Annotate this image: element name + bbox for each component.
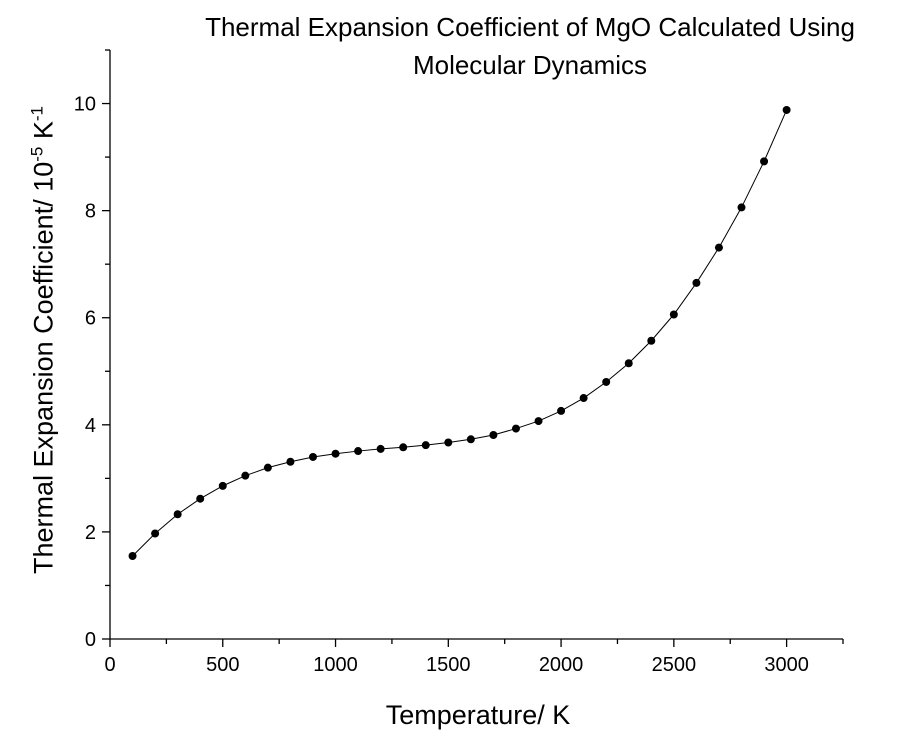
- data-point: [308, 452, 317, 461]
- series-line: [132, 109, 788, 557]
- x-tick-label: 1000: [313, 654, 358, 676]
- axes: [109, 50, 843, 640]
- data-point: [241, 471, 250, 480]
- data-point: [331, 449, 340, 458]
- x-axis-label: Temperature/ K: [385, 700, 571, 730]
- data-point: [128, 552, 137, 561]
- data-point: [354, 447, 363, 456]
- y-tick-label: 0: [85, 629, 96, 651]
- data-point: [579, 394, 588, 403]
- y-tick-label: 4: [85, 415, 96, 437]
- data-point: [669, 310, 678, 319]
- data-point: [782, 105, 791, 114]
- y-axis-label-unit-exponent: -1: [27, 106, 47, 122]
- data-point: [421, 441, 430, 450]
- y-tick-label: 10: [74, 94, 96, 116]
- data-point: [196, 494, 205, 503]
- data-point: [218, 481, 227, 490]
- y-axis-label-unit: K: [28, 121, 59, 147]
- ticks: 0 500 1000 1500 2000 2500 3000 0 2 4 6 8 10: [74, 49, 844, 676]
- data-point: [511, 424, 520, 433]
- data-point: [376, 444, 385, 453]
- y-axis-label: Thermal Expansion Coefficient/ 10-5 K-1: [27, 106, 60, 574]
- data-point: [151, 529, 160, 538]
- data-point: [534, 417, 543, 426]
- data-point: [489, 430, 498, 439]
- y-tick-label: 8: [85, 201, 96, 223]
- data-point: [557, 406, 566, 415]
- data-point: [760, 157, 769, 166]
- data-point: [466, 435, 475, 444]
- x-tick-label: 0: [104, 654, 115, 676]
- data-point: [444, 438, 453, 447]
- chart-title-line-2: Molecular Dynamics: [412, 50, 648, 80]
- data-point: [714, 243, 723, 252]
- x-tick-label: 3000: [764, 654, 809, 676]
- y-tick-label: 6: [85, 308, 96, 330]
- series-group: [128, 105, 791, 561]
- y-axis-label-exponent: -5: [27, 146, 47, 162]
- data-point: [173, 510, 182, 519]
- data-point: [624, 359, 633, 368]
- x-tick-label: 1500: [426, 654, 471, 676]
- data-point: [692, 278, 701, 287]
- data-point: [647, 336, 656, 345]
- chart-title-line-1: Thermal Expansion Coefficient of MgO Cal…: [205, 12, 855, 42]
- data-point: [399, 443, 408, 452]
- data-point: [286, 457, 295, 466]
- data-point: [263, 463, 272, 472]
- y-tick-label: 2: [85, 522, 96, 544]
- y-axis-label-main: Thermal Expansion Coefficient/ 10: [28, 161, 59, 574]
- x-tick-label: 2000: [539, 654, 584, 676]
- x-tick-label: 500: [206, 654, 239, 676]
- data-point: [602, 377, 611, 386]
- data-point: [737, 203, 746, 212]
- x-tick-label: 2500: [652, 654, 697, 676]
